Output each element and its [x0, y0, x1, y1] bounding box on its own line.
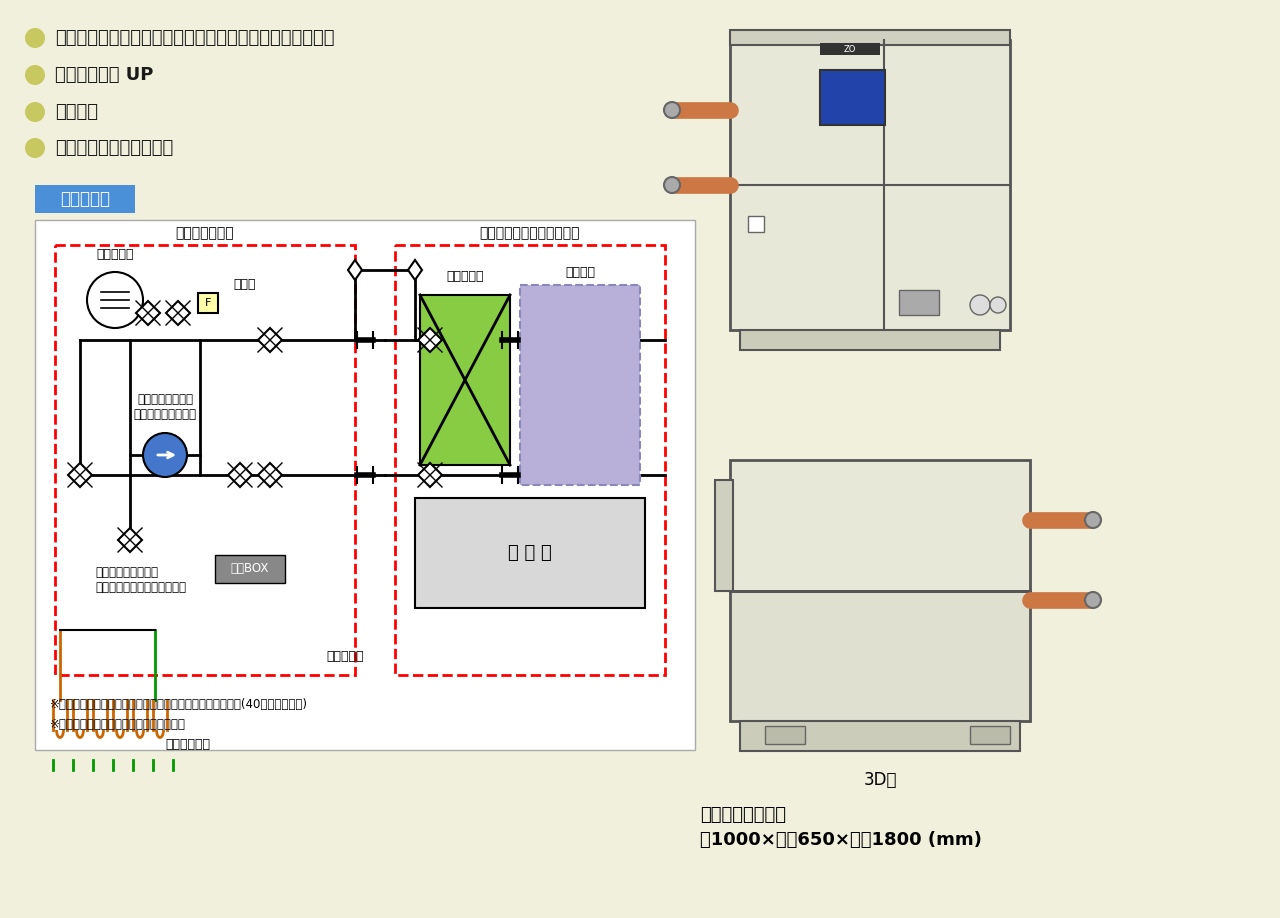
Polygon shape	[408, 260, 422, 280]
Text: コスト削減に貢献します: コスト削減に貢献します	[55, 139, 173, 157]
Circle shape	[26, 28, 45, 48]
Circle shape	[664, 177, 680, 193]
Text: 冷媒系統: 冷媒系統	[564, 266, 595, 279]
Bar	[740, 330, 1000, 350]
Bar	[730, 40, 1010, 330]
Circle shape	[664, 102, 680, 118]
Text: 幅1000×奥行650×高さ1800 (mm): 幅1000×奥行650×高さ1800 (mm)	[700, 831, 982, 849]
Text: 補給水口（不凍液）
（別途加圧ポンプ等による）: 補給水口（不凍液） （別途加圧ポンプ等による）	[95, 566, 186, 594]
Bar	[415, 498, 645, 608]
Bar	[396, 245, 666, 675]
Circle shape	[989, 297, 1006, 313]
Bar	[970, 726, 1010, 744]
Text: ※エア抜き機構を外部に構築して下さい。: ※エア抜き機構を外部に構築して下さい。	[50, 719, 186, 732]
Text: ビル用マルチ室外ユニット: ビル用マルチ室外ユニット	[480, 226, 580, 240]
Bar	[215, 555, 285, 583]
Bar	[765, 726, 805, 744]
Bar	[730, 460, 1030, 590]
Polygon shape	[259, 463, 282, 487]
Circle shape	[87, 272, 143, 328]
Text: 水熱交換器: 水熱交換器	[447, 271, 484, 284]
Text: ポンプユニット: ポンプユニット	[175, 226, 234, 240]
Polygon shape	[259, 328, 282, 352]
Text: ※ポンプユニット入口にはストレーナを取り付けて下さい。(40メッシュ程度): ※ポンプユニット入口にはストレーナを取り付けて下さい。(40メッシュ程度)	[50, 699, 308, 711]
Text: 3D図: 3D図	[863, 771, 897, 789]
Circle shape	[26, 65, 45, 85]
Text: 現場の施工性 UP: 現場の施工性 UP	[55, 66, 154, 84]
Circle shape	[970, 295, 989, 315]
Bar	[55, 245, 355, 675]
Circle shape	[143, 433, 187, 477]
Bar	[748, 216, 764, 231]
Polygon shape	[68, 463, 92, 487]
Bar	[420, 295, 509, 465]
Bar	[716, 480, 733, 590]
Text: 制 御 盤: 制 御 盤	[508, 544, 552, 562]
Text: 不凍液配管: 不凍液配管	[326, 651, 364, 664]
Circle shape	[26, 102, 45, 122]
Circle shape	[1085, 512, 1101, 528]
Text: 工期短縮: 工期短縮	[55, 103, 99, 121]
Polygon shape	[118, 528, 142, 552]
Polygon shape	[166, 301, 189, 325]
Bar	[899, 290, 940, 315]
Bar	[730, 590, 1030, 721]
Polygon shape	[348, 260, 362, 280]
Polygon shape	[228, 463, 252, 487]
Polygon shape	[136, 301, 160, 325]
Bar	[820, 43, 881, 55]
Bar	[520, 285, 640, 485]
Bar	[35, 220, 695, 750]
Bar	[730, 30, 1010, 45]
Bar	[198, 293, 218, 313]
Text: フロー図例: フロー図例	[60, 190, 110, 208]
Circle shape	[1085, 592, 1101, 608]
Polygon shape	[419, 463, 442, 487]
Text: 外形寸法（参考）: 外形寸法（参考）	[700, 806, 786, 824]
Text: 地中熱源側のポンプ・流量計・膨張タンク等をユニット化: 地中熱源側のポンプ・流量計・膨張タンク等をユニット化	[55, 29, 334, 47]
Text: 地中熱交換器: 地中熱交換器	[165, 738, 210, 752]
Bar	[740, 721, 1020, 751]
Text: ZO: ZO	[844, 44, 856, 53]
Text: 熱源水循環ポンプ
（インバータ仕様）: 熱源水循環ポンプ （インバータ仕様）	[133, 393, 197, 421]
Circle shape	[26, 138, 45, 158]
Polygon shape	[419, 328, 442, 352]
Text: 膨張タンク: 膨張タンク	[96, 249, 133, 262]
Bar	[35, 185, 134, 213]
Text: 端子BOX: 端子BOX	[230, 563, 269, 576]
Text: 流量計: 流量計	[233, 278, 256, 292]
Bar	[820, 70, 884, 125]
Text: F: F	[205, 298, 211, 308]
